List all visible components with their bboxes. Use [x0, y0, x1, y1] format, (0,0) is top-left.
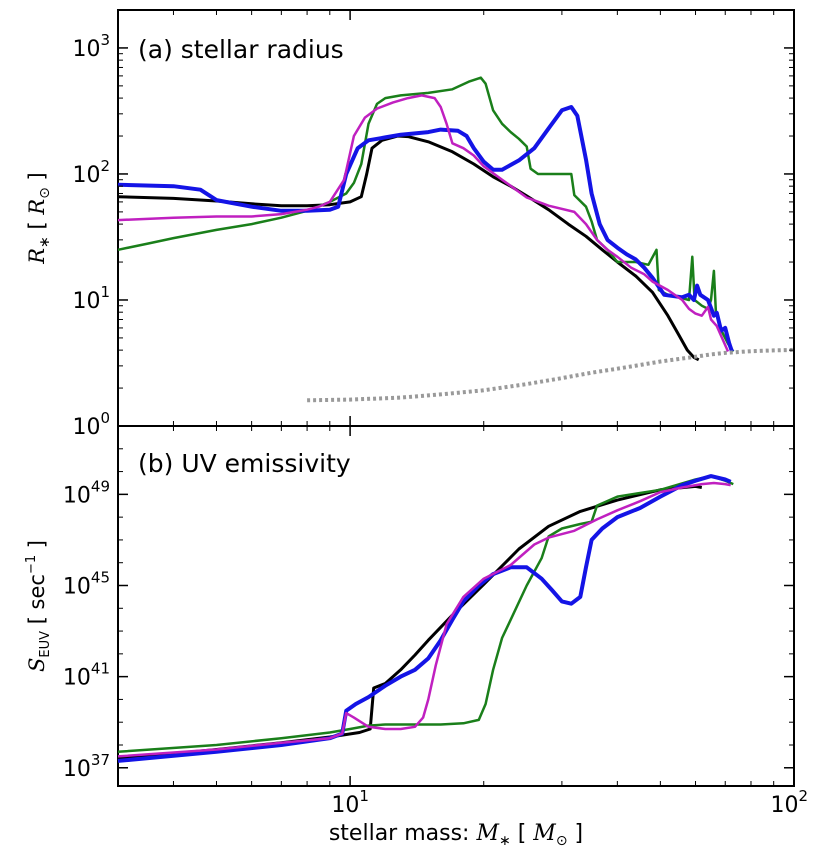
panel-b-label: (b) UV emissivity: [138, 449, 351, 478]
a-ytick-label: 101: [72, 283, 110, 314]
a-ytick-label: 102: [72, 157, 110, 188]
svg-text:SEUV [ sec−1 ]: SEUV [ sec−1 ]: [24, 540, 53, 672]
a-ytick-label: 103: [72, 31, 110, 62]
uv-line-green: [117, 474, 734, 754]
b-ytick-label: 1037: [63, 751, 110, 782]
panel-a-frame: [117, 9, 795, 427]
radius-line-magenta: [117, 94, 730, 353]
radius-line-blue: [117, 105, 734, 353]
radius-line-green: [117, 76, 735, 353]
x-axis-label: stellar mass: M∗ [ M⊙ ]: [329, 821, 583, 849]
b-ytick-label: 1045: [63, 568, 110, 599]
b-ytick-label: 1049: [63, 477, 110, 508]
panel-a-label: (a) stellar radius: [138, 35, 344, 64]
uv-line-blue: [117, 474, 732, 763]
radius-line-dotted: [307, 347, 795, 403]
panel-b-ylabel: SEUV [ sec−1 ]: [24, 540, 53, 672]
svg-text:R∗ [ R⊙ ]: R∗ [ R⊙ ]: [25, 172, 53, 265]
uv-line-black: [117, 484, 703, 761]
a-ytick-label: 100: [72, 409, 110, 440]
xtick-label: 102: [770, 787, 808, 818]
panel-a-ylabel: R∗ [ R⊙ ]: [25, 172, 53, 265]
panel-b-frame: [117, 425, 795, 787]
radius-line-black: [117, 134, 700, 362]
b-ytick-label: 1041: [63, 660, 110, 691]
xtick-label: 101: [331, 787, 369, 818]
panel-b: 1037 1041 1045 1049 (b) UV emissivity SEUV …: [24, 425, 795, 787]
panel-a: 100 101 102 103 (a) stellar radius R∗ [ R⊙ …: [25, 9, 795, 440]
uv-line-magenta: [117, 481, 731, 758]
